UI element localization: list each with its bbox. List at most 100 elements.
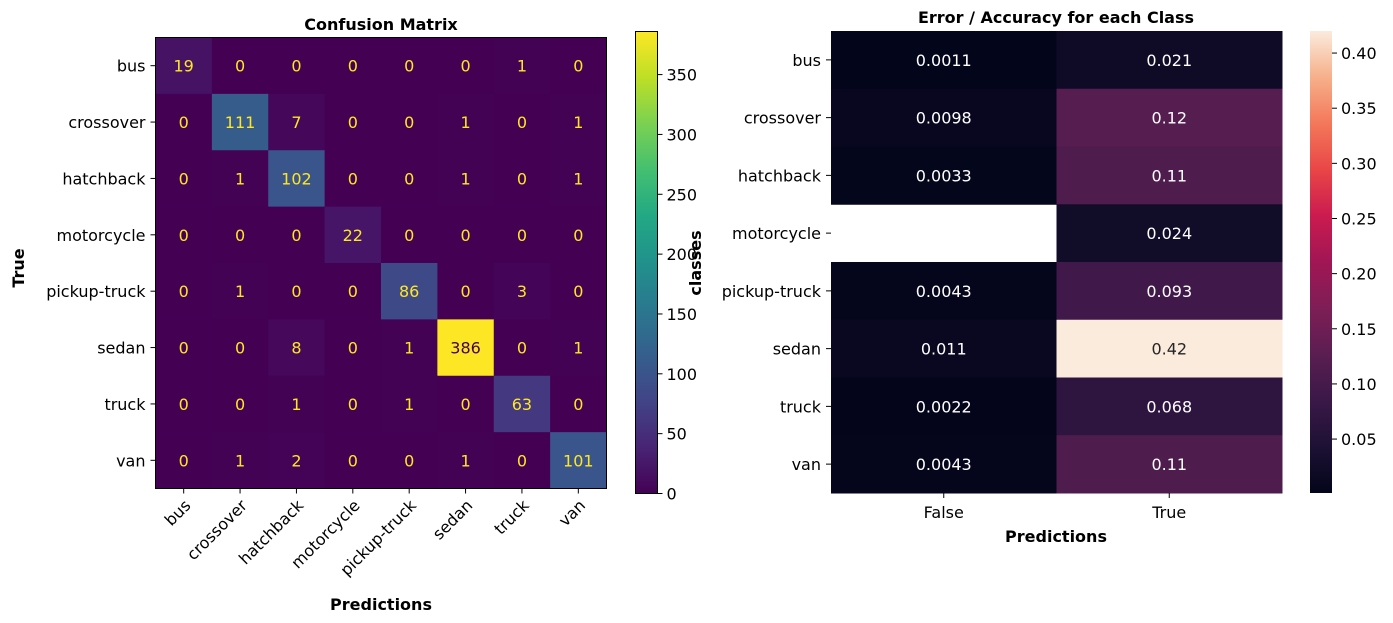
confusion-matrix-cell-value: 19 (174, 57, 194, 76)
confusion-matrix-cell-value: 0 (460, 57, 470, 76)
error-accuracy-y-ticks: bus crossover hatchback motorcycle pickup-tr… (722, 51, 831, 474)
error-accuracy-colorbar-tick-label: 0.30 (1341, 154, 1377, 173)
error-accuracy-chart: Error / Accuracy for each Class 0.0011 0.… (686, 8, 1377, 546)
error-accuracy-colorbar-ticks: 0.05 0.10 0.15 0.20 0.25 0.30 0.35 0.40 (1332, 44, 1377, 449)
confusion-matrix-y-ticks: bus crossover hatchback motorcycle pickup-tr… (46, 57, 156, 470)
error-accuracy-colorbar-tick-label: 0.35 (1341, 99, 1377, 118)
error-accuracy-cell (1056, 204, 1283, 263)
error-accuracy-cell-value: 0.021 (1146, 51, 1192, 70)
confusion-matrix-cell-value: 0 (348, 169, 358, 188)
confusion-matrix-ylabel: True (9, 248, 28, 287)
confusion-matrix-cell-value: 1 (573, 113, 583, 132)
error-accuracy-cell (1056, 319, 1283, 378)
confusion-matrix-cell-value: 0 (179, 169, 189, 188)
confusion-matrix-frame (155, 37, 607, 489)
confusion-matrix-cells: 19 0 0 0 0 0 1 00 111 7 0 0 1 0 10 1 102 0 0 1 0 10 0 0 22 0 0 0 00 1… (155, 37, 607, 489)
confusion-matrix-cell-value: 1 (235, 451, 245, 470)
confusion-matrix-y-tick-label: bus (117, 57, 146, 76)
confusion-matrix-cell-value: 0 (517, 339, 527, 358)
confusion-matrix-cell-value: 1 (404, 339, 414, 358)
confusion-matrix-cell (211, 263, 269, 320)
confusion-matrix-cell-value: 386 (450, 339, 481, 358)
error-accuracy-cell-value: 0.011 (921, 340, 967, 359)
confusion-matrix-cell-value: 0 (179, 282, 189, 301)
confusion-matrix-cell-value: 0 (291, 282, 301, 301)
error-accuracy-cell (831, 31, 1057, 90)
confusion-matrix-colorbar-tick-label: 150 (667, 305, 698, 324)
error-accuracy-cell-value: 0.12 (1151, 109, 1187, 128)
confusion-matrix-cell (268, 432, 326, 489)
confusion-matrix-cell (381, 319, 438, 377)
error-accuracy-cell-value: 0.068 (1146, 397, 1192, 416)
error-accuracy-cells: 0.0011 0.021 0.0098 0.12 0.0033 0.11 0.024 0.00… (831, 31, 1283, 494)
error-accuracy-cell (1056, 31, 1283, 90)
confusion-matrix-cell (324, 432, 382, 489)
error-accuracy-y-tick-label: sedan (773, 340, 821, 359)
confusion-matrix-x-ticks: buscrossoverhatchbackmotorcyclepickup-tr… (161, 488, 589, 580)
error-accuracy-cell (1056, 262, 1283, 321)
confusion-matrix-cell (268, 93, 326, 151)
confusion-matrix-y-tick-label: truck (104, 395, 146, 414)
confusion-matrix-cell (324, 37, 382, 95)
error-accuracy-cell-value: 0.0043 (916, 455, 972, 474)
confusion-matrix-cell (155, 263, 213, 320)
confusion-matrix-cell-value: 3 (517, 282, 527, 301)
confusion-matrix-cell (268, 150, 326, 208)
confusion-matrix-x-tick-label: truck (490, 495, 533, 538)
confusion-matrix-cell-value: 0 (404, 57, 414, 76)
confusion-matrix-cell-value: 0 (348, 395, 358, 414)
confusion-matrix-colorbar-tick-label: 200 (667, 245, 698, 264)
confusion-matrix-cell (324, 206, 382, 264)
confusion-matrix-cell-value: 0 (348, 57, 358, 76)
confusion-matrix-cell (268, 37, 326, 95)
confusion-matrix-cell-value: 8 (291, 339, 301, 358)
confusion-matrix-title: Confusion Matrix (304, 15, 458, 34)
error-accuracy-cell (831, 319, 1057, 378)
confusion-matrix-cell (437, 206, 495, 264)
confusion-matrix-cell (550, 432, 607, 489)
confusion-matrix-cell-value: 0 (179, 339, 189, 358)
error-accuracy-y-tick-label: motorcycle (732, 224, 821, 243)
confusion-matrix-cell (550, 93, 607, 151)
error-accuracy-cell-value: 0.11 (1151, 455, 1187, 474)
confusion-matrix-cell-value: 0 (573, 282, 583, 301)
error-accuracy-cell-value: 0.0011 (916, 51, 972, 70)
error-accuracy-y-tick-label: pickup-truck (722, 282, 822, 301)
confusion-matrix-cell (437, 93, 495, 151)
confusion-matrix-cell (381, 150, 438, 208)
confusion-matrix-cell (268, 206, 326, 264)
confusion-matrix-cell-value: 0 (348, 451, 358, 470)
confusion-matrix-cell-value: 1 (235, 282, 245, 301)
confusion-matrix-cell-value: 0 (179, 451, 189, 470)
confusion-matrix-cell (493, 37, 551, 95)
confusion-matrix-cell-value: 1 (460, 113, 470, 132)
confusion-matrix-cell-value: 0 (573, 226, 583, 245)
confusion-matrix-colorbar-tick-label: 50 (667, 425, 687, 444)
error-accuracy-cell (1056, 146, 1283, 205)
confusion-matrix-cell-value: 102 (281, 169, 312, 188)
confusion-matrix-cell-value: 1 (573, 339, 583, 358)
confusion-matrix-cell (493, 150, 551, 208)
confusion-matrix-cell (211, 150, 269, 208)
confusion-matrix-colorbar-tick-label: 300 (667, 125, 698, 144)
error-accuracy-colorbar-tick-label: 0.40 (1341, 44, 1377, 63)
confusion-matrix-y-tick-label: crossover (68, 113, 146, 132)
confusion-matrix-cell (437, 263, 495, 320)
confusion-matrix-cell (155, 432, 213, 489)
confusion-matrix-y-tick-label: motorcycle (56, 226, 145, 245)
confusion-matrix-cell-value: 0 (404, 451, 414, 470)
error-accuracy-y-tick-label: truck (780, 397, 822, 416)
confusion-matrix-cell (437, 150, 495, 208)
error-accuracy-colorbar-tick-label: 0.15 (1341, 320, 1377, 339)
confusion-matrix-cell (550, 375, 607, 433)
confusion-matrix-xlabel: Predictions (330, 595, 432, 614)
error-accuracy-cell-value: 0.093 (1146, 282, 1192, 301)
error-accuracy-x-tick-label: True (1151, 503, 1186, 522)
confusion-matrix-cell-value: 22 (343, 226, 363, 245)
confusion-matrix-colorbar (635, 31, 658, 494)
confusion-matrix-cell-value: 0 (179, 113, 189, 132)
confusion-matrix-cell-value: 0 (179, 226, 189, 245)
error-accuracy-cell (1056, 88, 1283, 147)
confusion-matrix-cell-value: 1 (291, 395, 301, 414)
